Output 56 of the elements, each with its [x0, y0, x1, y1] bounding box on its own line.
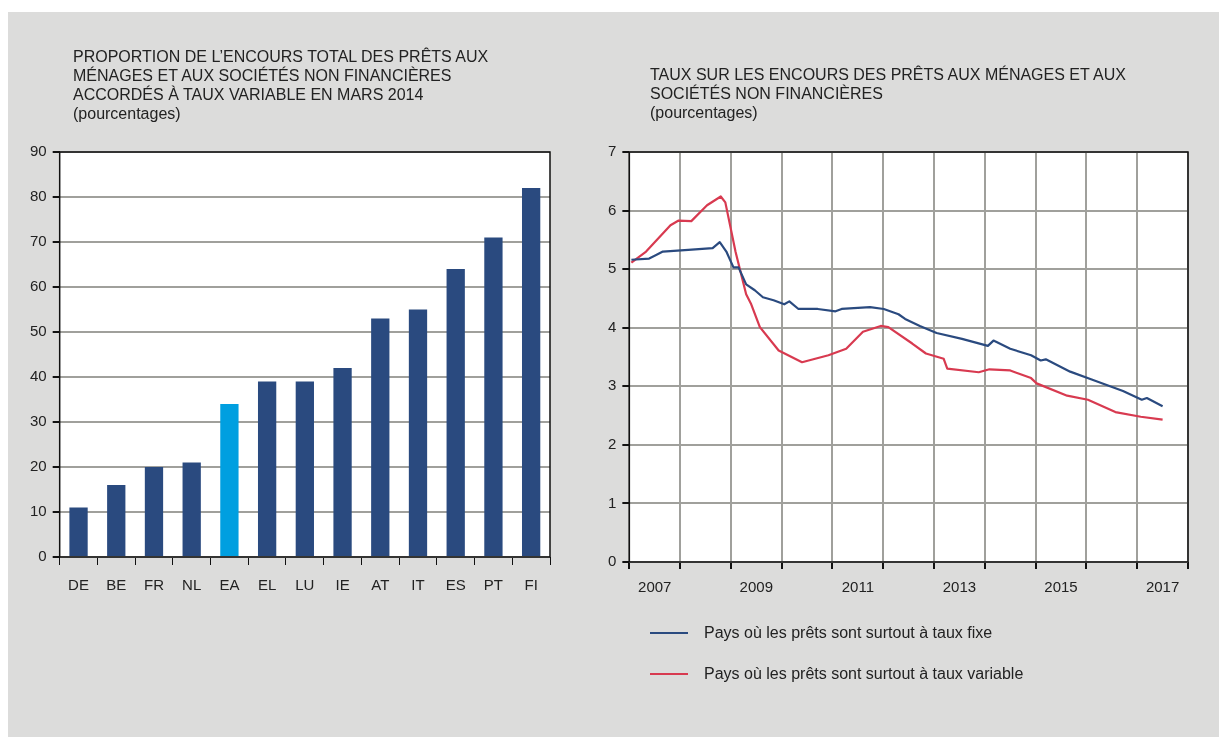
- y-tick-label: 20: [30, 457, 47, 475]
- x-tick-label: EL: [257, 576, 277, 594]
- chart-subtitle: (pourcentages): [650, 103, 759, 122]
- x-tick-label: AT: [371, 576, 390, 594]
- x-tick-label: 2009: [739, 578, 773, 596]
- x-tick-label: 2015: [1044, 578, 1078, 596]
- y-tick-label: 80: [30, 187, 47, 205]
- y-tick-label: 1: [608, 493, 617, 511]
- bar: [522, 188, 541, 556]
- y-tick-label: 3: [608, 376, 617, 394]
- x-tick-label: EA: [219, 576, 240, 594]
- bar: [182, 462, 201, 556]
- y-tick-label: 40: [30, 367, 47, 385]
- y-tick-label: 2: [608, 435, 617, 452]
- y-tick-label: 4: [608, 317, 617, 335]
- y-tick-label: 10: [30, 502, 47, 520]
- chart-title: PROPORTION DE L’ENCOURS TOTAL DES PRÊTS AUX MÉNAGES ET AUX SOCIÉTÉS NON FINANCIÈRES ACCORDÉS À TAUX VARIABLE EN MARS 2014: [73, 47, 490, 104]
- x-tick-label: LU: [295, 576, 315, 594]
- chart-title: TAUX SUR LES ENCOURS DES PRÊTS AUX MÉNAGES ET AUX SOCIÉTÉS NON FINANCIÈRES: [650, 65, 1127, 103]
- x-tick-label: FR: [143, 576, 165, 594]
- x-tick-label: 2011: [841, 578, 875, 596]
- bar: [333, 368, 352, 556]
- y-tick-label: 30: [30, 412, 47, 430]
- bar: [220, 404, 239, 556]
- y-tick-label: 0: [608, 552, 617, 570]
- bar: [257, 381, 277, 556]
- x-tick-label: ES: [445, 576, 466, 594]
- bar: [107, 485, 126, 556]
- bar: [408, 309, 428, 556]
- y-tick-label: 70: [30, 232, 47, 250]
- y-tick-label: 50: [30, 322, 47, 340]
- y-tick-label: 6: [608, 200, 617, 218]
- x-tick-label: NL: [182, 576, 202, 594]
- bar: [295, 381, 314, 556]
- x-tick-label: 2017: [1145, 578, 1180, 596]
- bar: [144, 467, 164, 556]
- y-tick-label: 5: [608, 259, 617, 277]
- chart-subtitle: (pourcentages): [73, 104, 182, 123]
- bar: [446, 269, 465, 556]
- x-tick-label: 2013: [942, 578, 977, 596]
- x-tick-label: IT: [411, 576, 425, 594]
- bar: [371, 318, 390, 556]
- bar: [484, 237, 503, 556]
- x-tick-label: DE: [68, 576, 89, 594]
- legend-label: Pays où les prêts sont surtout à taux variable: [704, 664, 1024, 683]
- x-tick-label: 2007: [638, 578, 672, 596]
- x-tick-label: IE: [335, 576, 350, 594]
- legend-label: Pays où les prêts sont surtout à taux fixe: [704, 623, 993, 642]
- bar: [69, 507, 88, 556]
- y-tick-label: 7: [608, 142, 617, 160]
- x-tick-label: BE: [106, 576, 127, 594]
- y-tick-label: 0: [38, 547, 47, 565]
- x-tick-label: PT: [483, 576, 504, 594]
- x-tick-label: FI: [524, 576, 538, 594]
- y-tick-label: 90: [30, 142, 47, 160]
- y-tick-label: 60: [30, 277, 47, 295]
